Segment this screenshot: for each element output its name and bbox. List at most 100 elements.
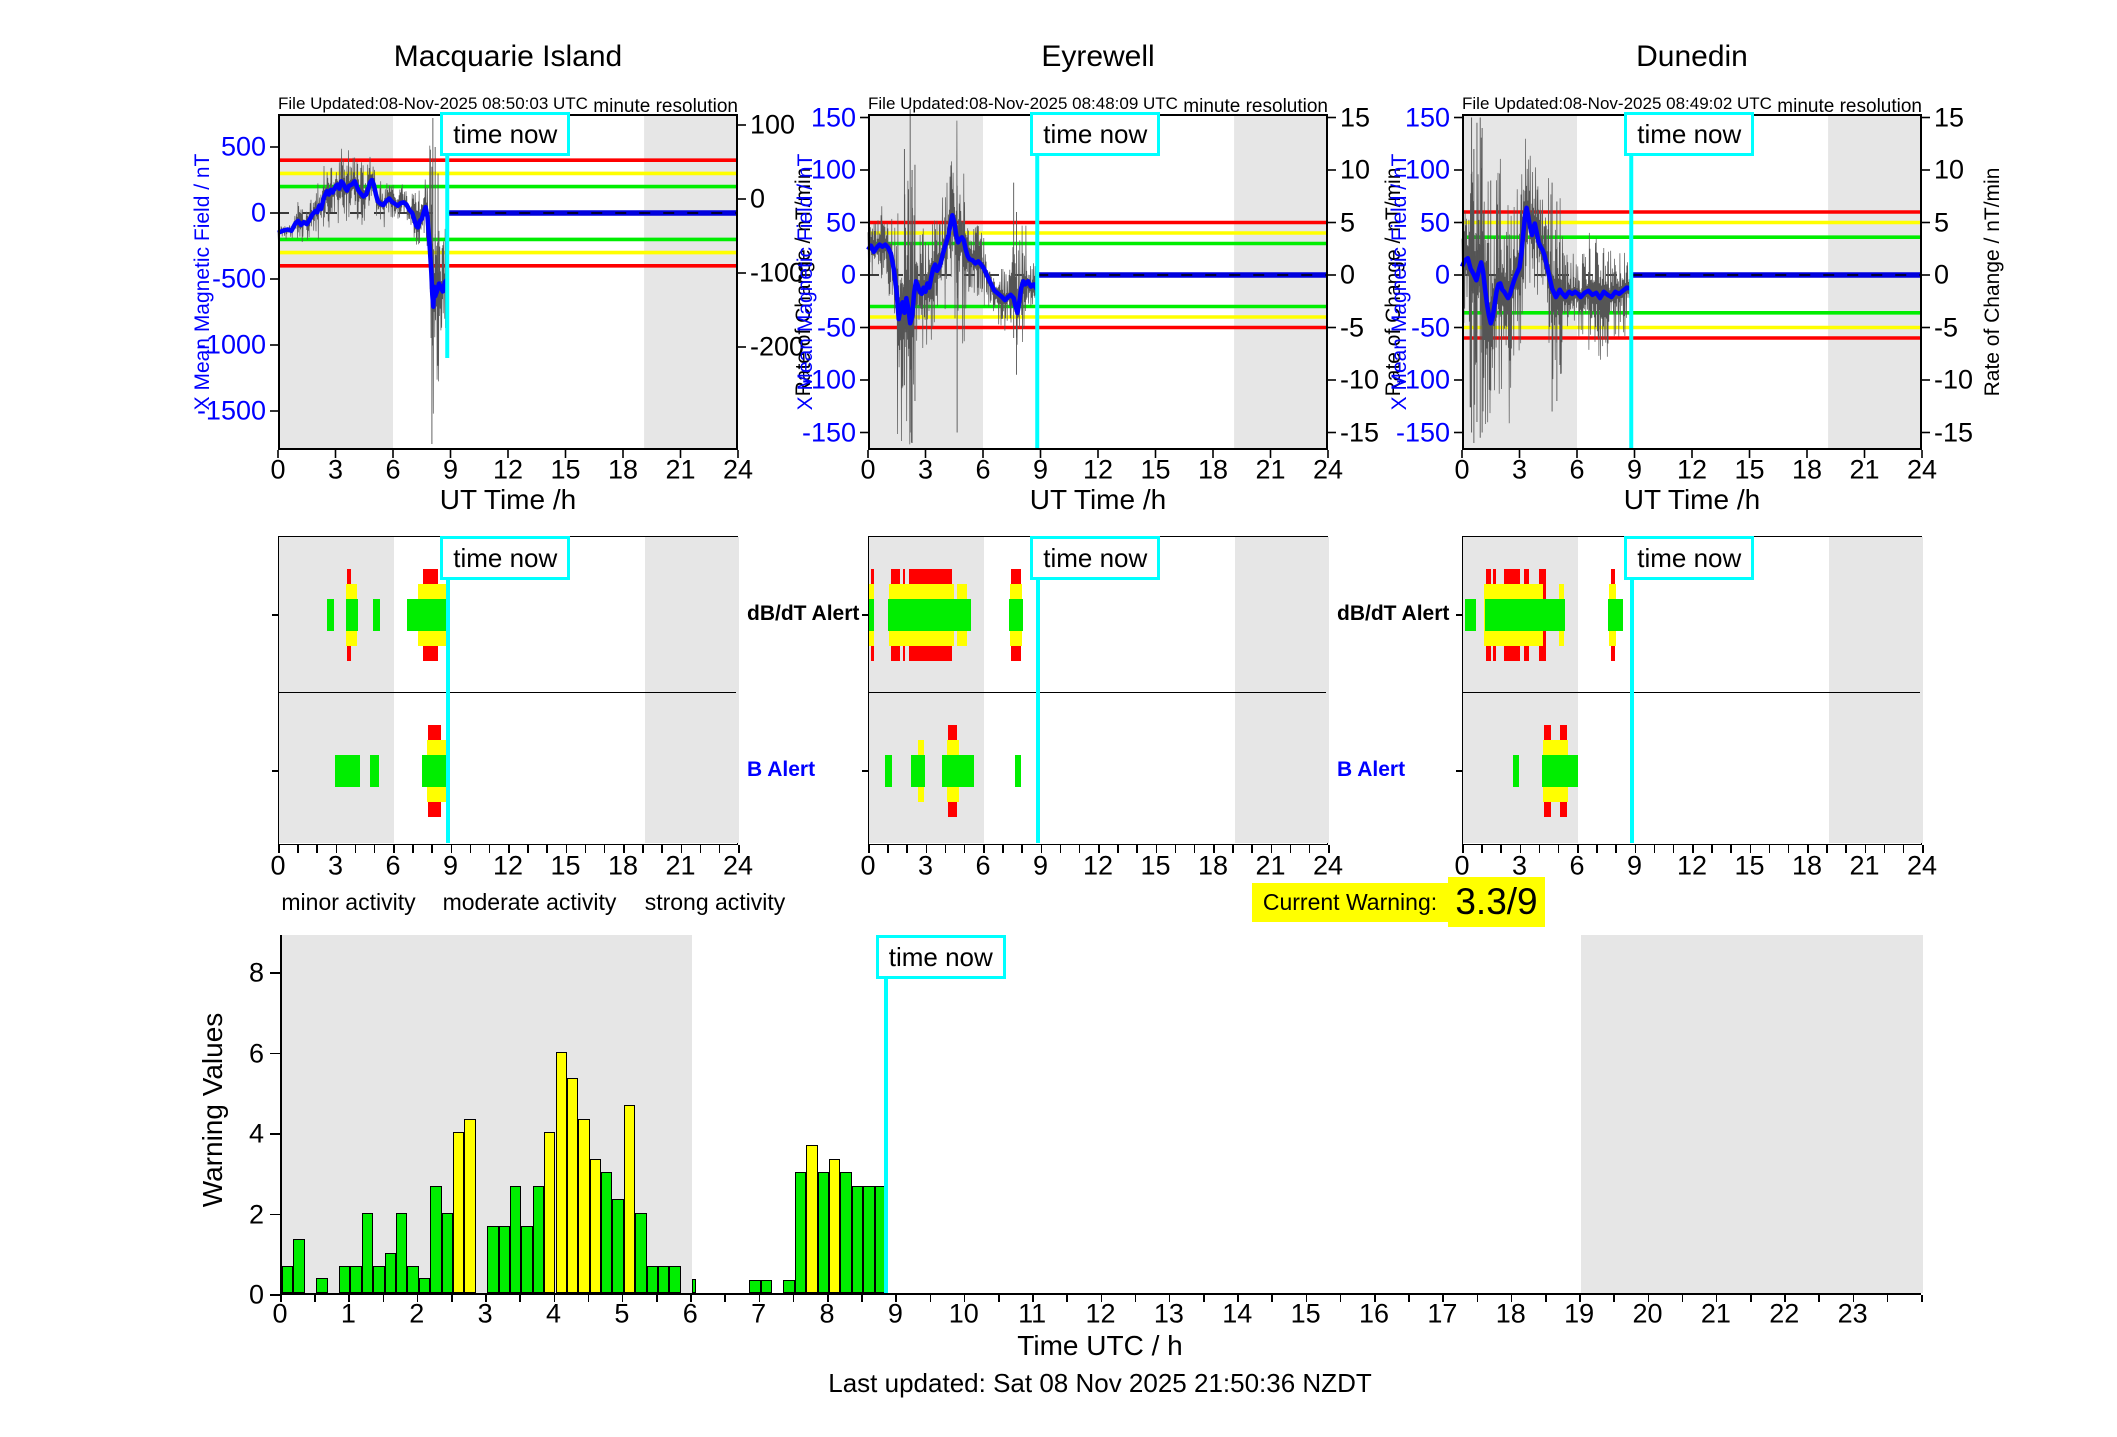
rate-axis-tick-label: 15: [1340, 102, 1371, 132]
axis-tick: [1374, 1295, 1376, 1302]
axis-tick: [718, 845, 721, 853]
axis-tick: [827, 1295, 829, 1302]
minute-resolution-label: minute resolution: [1183, 96, 1328, 117]
axis-tick: [373, 845, 376, 853]
axis-tick: [1168, 1295, 1171, 1302]
rate-axis-tick-label: 0: [1934, 259, 1950, 290]
warning-values-chart: [280, 935, 1923, 1295]
axis-tick: [1672, 845, 1675, 853]
time-axis-tick-label: 9: [1032, 454, 1049, 485]
axis-tick: [862, 614, 868, 616]
field-axis-tick-label: -500: [211, 263, 266, 294]
axis-tick: [1456, 614, 1462, 616]
warning-bar: [829, 1158, 841, 1293]
rate-axis-tick-label: -5: [1934, 312, 1959, 342]
dbdt-alert-segment-green: [1485, 599, 1565, 631]
alert-strip-panel: [1462, 536, 1923, 845]
alert-time-tick-label: 3: [917, 850, 934, 881]
time-axis-tick-label: 21: [1255, 454, 1286, 485]
axis-tick: [983, 845, 985, 853]
rate-axis-tick-label: 0: [1340, 259, 1356, 290]
axis-tick: [699, 845, 702, 853]
alert-time-tick-label: 18: [607, 850, 639, 881]
axis-tick: [929, 1295, 932, 1302]
alert-time-tick-label: 24: [722, 850, 754, 881]
warning-bar: [863, 1185, 875, 1293]
time-utc-axis-label: Time UTC / h: [1017, 1330, 1183, 1361]
axis-tick: [690, 1295, 692, 1302]
alert-time-tick-label: 3: [327, 850, 344, 881]
axis-tick: [553, 1295, 556, 1302]
axis-tick: [584, 845, 587, 853]
axis-tick: [1136, 845, 1138, 853]
time-axis-tick-label: 3: [327, 454, 344, 485]
axis-tick: [1066, 1295, 1068, 1302]
dbdt-alert-segment-green: [888, 599, 971, 631]
rate-axis-tick-label: -100: [750, 257, 805, 288]
magnetic-field-plot: [860, 109, 1336, 458]
axis-tick: [1613, 1295, 1615, 1302]
time-axis-tick-label: 3: [1511, 454, 1528, 485]
axis-tick: [1155, 845, 1158, 853]
alert-divider-line: [279, 691, 736, 693]
field-axis-tick-label: 150: [810, 102, 856, 132]
axis-tick: [1826, 845, 1828, 853]
axis-tick: [1768, 845, 1771, 853]
legend-strong-activity: strong activity: [629, 883, 801, 922]
utc-time-tick-label: 17: [1427, 1298, 1458, 1329]
night-shading: [1235, 537, 1329, 843]
time-axis-tick-label: 12: [492, 454, 524, 485]
axis-tick: [1852, 1295, 1855, 1302]
b-alert-segment-green: [1014, 755, 1022, 787]
axis-tick: [887, 845, 889, 853]
time-now-label: time now: [1624, 112, 1755, 156]
axis-tick: [1750, 1295, 1752, 1302]
time-axis-tick-label: 6: [385, 454, 401, 485]
alert-time-tick-label: 21: [665, 850, 696, 881]
alert-time-tick-label: 0: [1454, 850, 1470, 881]
warning-bar: [407, 1266, 419, 1293]
time-axis-tick-label: 6: [1569, 454, 1585, 485]
legend-minor-label: minor activity: [281, 889, 416, 915]
axis-tick: [1203, 1295, 1205, 1302]
time-now-label: time now: [440, 536, 571, 580]
dbdt-alert-row-label: dB/dT Alert: [1337, 602, 1450, 625]
time-now-label: time now: [875, 935, 1006, 979]
axis-tick: [297, 845, 299, 853]
warning-axis-tick-label: 2: [248, 1199, 264, 1229]
axis-tick: [270, 1052, 280, 1055]
utc-time-tick-label: 1: [340, 1298, 356, 1329]
warning-bar: [646, 1266, 659, 1293]
time-axis-tick-label: 0: [860, 454, 876, 485]
alert-time-tick-label: 18: [1791, 850, 1823, 881]
axis-tick: [1784, 1295, 1786, 1302]
utc-time-tick-label: 12: [1085, 1298, 1116, 1329]
axis-tick: [1544, 1295, 1547, 1302]
axis-tick: [1305, 1295, 1308, 1302]
time-now-line: [446, 537, 451, 843]
b-alert-segment-green: [885, 755, 892, 787]
last-updated-text: Last updated: Sat 08 Nov 2025 21:50:36 N…: [828, 1368, 1372, 1398]
rate-axis-tick-label: -5: [1340, 312, 1365, 342]
time-now-line: [883, 976, 888, 1293]
dbdt-alert-segment-green: [346, 599, 358, 631]
utc-time-tick-label: 21: [1700, 1298, 1731, 1329]
axis-tick: [412, 845, 414, 853]
axis-tick: [1807, 845, 1809, 853]
axis-tick: [1232, 845, 1234, 853]
rate-axis-tick-label: 0: [750, 183, 766, 214]
time-axis-tick-label: 9: [1626, 454, 1643, 485]
warning-bar: [794, 1172, 807, 1293]
warning-bar: [441, 1212, 453, 1293]
warning-bar: [384, 1252, 396, 1293]
time-axis-tick-label: 24: [722, 454, 754, 485]
field-axis-tick-label: -150: [801, 417, 856, 447]
utc-time-tick-label: 16: [1358, 1298, 1390, 1329]
warning-axis-tick-label: 4: [248, 1118, 264, 1149]
alert-time-tick-label: 18: [1197, 850, 1229, 881]
legend-strong-label: strong activity: [644, 889, 786, 915]
axis-tick: [1442, 1295, 1444, 1302]
warning-bar: [544, 1132, 556, 1293]
field-axis-tick-label: 500: [220, 131, 266, 162]
